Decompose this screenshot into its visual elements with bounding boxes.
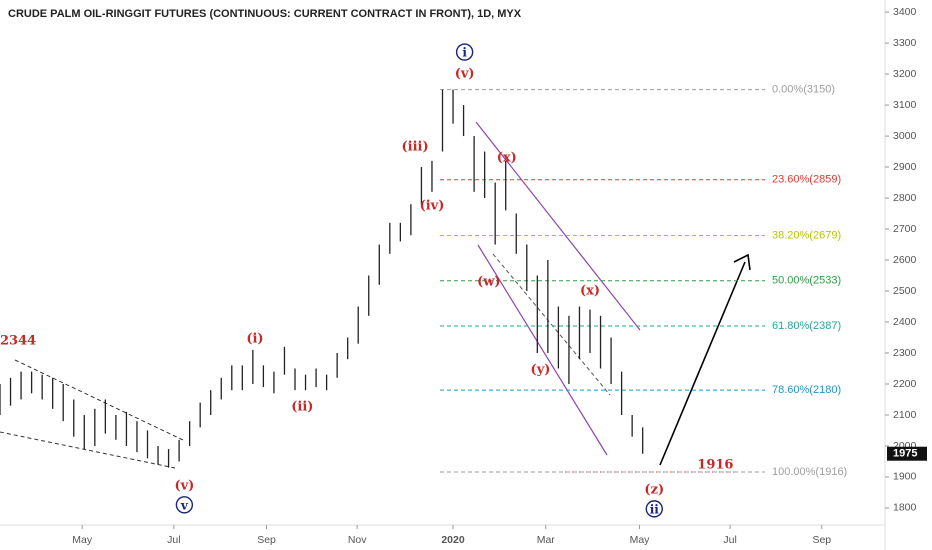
wave-label: (z) bbox=[644, 483, 664, 498]
chart-title: CRUDE PALM OIL-RINGGIT FUTURES (CONTINUO… bbox=[8, 8, 522, 20]
channel-lower bbox=[477, 244, 608, 456]
x-tick-label: May bbox=[630, 534, 651, 546]
fib-label: 23.60%(2859) bbox=[772, 174, 841, 186]
x-tick-label: Jul bbox=[723, 534, 736, 546]
fib-label: 100.00%(1916) bbox=[772, 466, 847, 478]
x-tick-label: Mar bbox=[537, 534, 556, 546]
wave-degree: v bbox=[180, 498, 189, 512]
wave-label: (ii) bbox=[291, 399, 313, 414]
fib-label: 78.60%(2180) bbox=[772, 384, 841, 396]
y-tick-label: 3400 bbox=[893, 6, 917, 18]
fib-label: 38.20%(2679) bbox=[772, 229, 841, 241]
wave-circle bbox=[455, 43, 474, 61]
y-tick-label: 3100 bbox=[893, 99, 917, 111]
wave-degree: i bbox=[462, 46, 467, 60]
projection-arrow bbox=[659, 261, 746, 466]
wave-label: (y) bbox=[531, 363, 551, 378]
y-tick-label: 2700 bbox=[893, 223, 917, 235]
wave-label: (w) bbox=[477, 275, 501, 290]
last-price-box bbox=[887, 446, 927, 461]
fib-label: 50.00%(2533) bbox=[772, 275, 841, 287]
y-tick-label: 3200 bbox=[893, 68, 917, 80]
fib-label: 61.80%(2387) bbox=[772, 320, 841, 332]
x-tick-label: 2020 bbox=[441, 534, 465, 546]
wave-label: (x) bbox=[580, 284, 600, 299]
wave-label: 2344 bbox=[0, 333, 36, 348]
wave-label: (v) bbox=[455, 67, 475, 82]
wave-label: (i) bbox=[246, 332, 263, 347]
y-tick-label: 1900 bbox=[893, 471, 917, 483]
wave-label: 1916 bbox=[697, 457, 733, 472]
y-tick-label: 2400 bbox=[893, 316, 917, 328]
y-tick-label: 1800 bbox=[893, 502, 917, 514]
y-tick-label: 2500 bbox=[893, 285, 917, 297]
wave-degree: ii bbox=[650, 502, 660, 516]
wedge-lower bbox=[0, 431, 176, 469]
channel-upper bbox=[475, 121, 641, 331]
fib-label: 0.00%(3150) bbox=[772, 83, 835, 95]
wave-label: (iv) bbox=[420, 199, 445, 214]
x-tick-label: May bbox=[72, 534, 93, 546]
x-tick-label: Sep bbox=[257, 534, 276, 546]
x-tick-label: Jul bbox=[167, 534, 180, 546]
wave-label: (x) bbox=[497, 151, 517, 166]
y-tick-label: 2800 bbox=[893, 192, 917, 204]
arrow-head bbox=[733, 253, 751, 271]
y-tick-label: 2100 bbox=[893, 409, 917, 421]
wave-label: (iii) bbox=[402, 139, 429, 154]
y-tick-label: 2900 bbox=[893, 161, 917, 173]
wave-circle bbox=[645, 500, 663, 518]
x-tick-label: Sep bbox=[812, 534, 831, 546]
wedge-upper bbox=[14, 359, 184, 441]
y-tick-label: 2300 bbox=[893, 347, 917, 359]
channel-mid bbox=[492, 253, 611, 396]
last-price-label: 1975 bbox=[893, 448, 917, 460]
y-tick-label: 3300 bbox=[893, 37, 917, 49]
x-tick-label: Nov bbox=[348, 534, 367, 546]
y-tick-label: 2200 bbox=[893, 378, 917, 390]
wave-label: (v) bbox=[174, 479, 194, 494]
wave-circle bbox=[175, 496, 194, 514]
y-tick-label: 3000 bbox=[893, 130, 917, 142]
y-tick-label: 2600 bbox=[893, 254, 917, 266]
